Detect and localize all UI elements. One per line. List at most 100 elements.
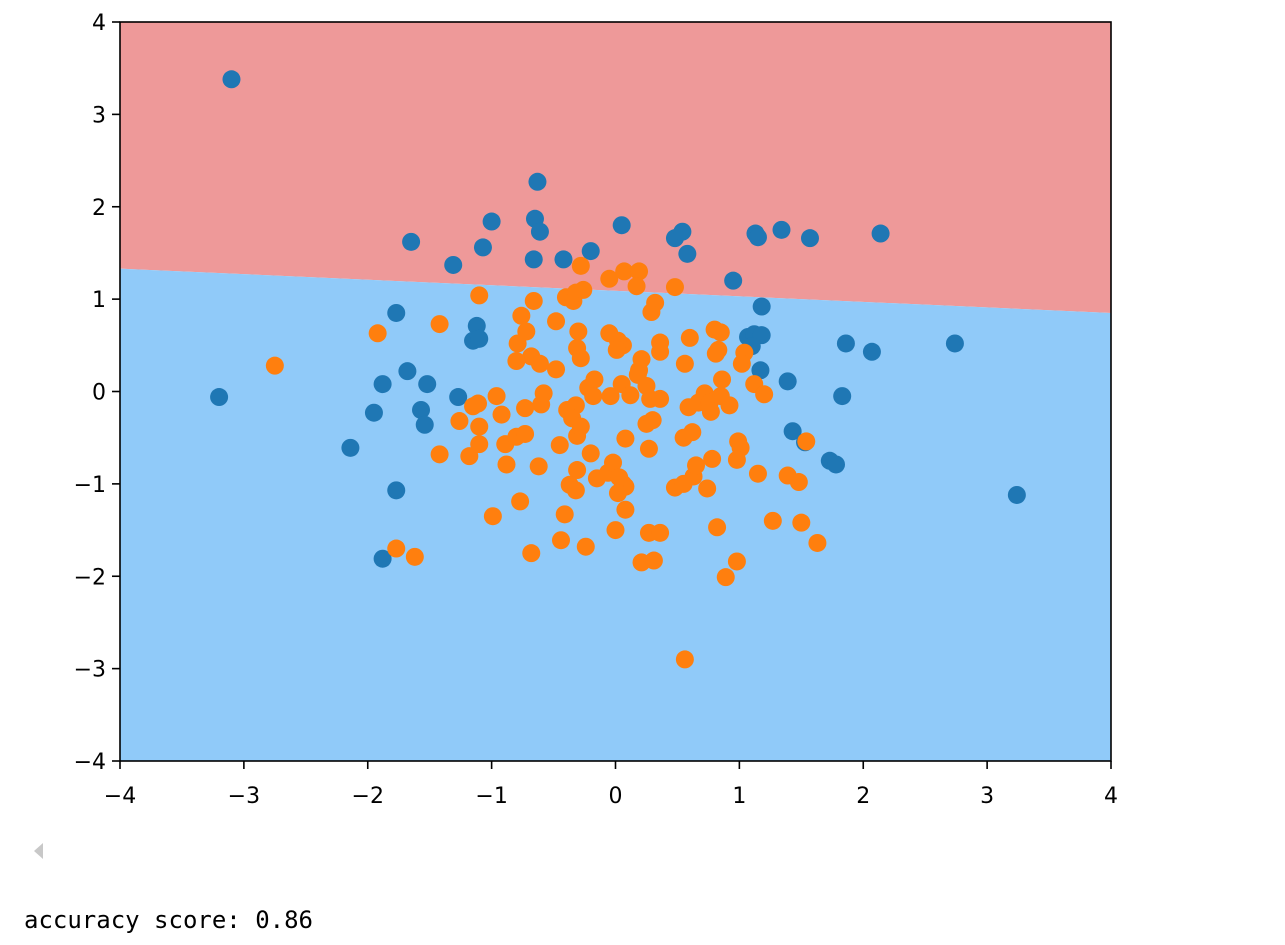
y-tick-label: 1 xyxy=(92,288,106,313)
data-point-orange xyxy=(581,444,600,463)
data-point-orange xyxy=(601,387,620,406)
data-point-orange xyxy=(646,293,665,312)
data-point-blue xyxy=(210,388,229,407)
data-point-blue xyxy=(364,403,383,422)
data-point-blue xyxy=(826,455,845,474)
data-point-orange xyxy=(748,464,767,483)
data-point-orange xyxy=(607,340,626,359)
y-tick-label: 4 xyxy=(92,11,106,36)
data-point-orange xyxy=(512,306,531,325)
data-point-orange xyxy=(604,453,623,472)
data-point-blue xyxy=(752,297,771,316)
data-point-orange xyxy=(470,435,489,454)
data-point-blue xyxy=(836,334,855,353)
data-point-orange xyxy=(674,474,693,493)
data-point-orange xyxy=(701,402,720,421)
data-point-blue xyxy=(373,375,392,394)
data-point-blue xyxy=(528,172,547,191)
data-point-orange xyxy=(763,511,782,530)
data-point-orange xyxy=(568,461,587,480)
data-point-orange xyxy=(497,455,516,474)
data-point-orange xyxy=(574,280,593,299)
decision-region-lower xyxy=(120,268,1111,761)
data-point-orange xyxy=(680,328,699,347)
data-point-blue xyxy=(482,212,501,231)
y-axis: −4 −3 −2 −1 0 1 2 3 4 xyxy=(74,11,120,775)
decision-region-upper xyxy=(120,22,1111,313)
data-point-orange xyxy=(524,291,543,310)
data-point-orange xyxy=(569,322,588,341)
data-point-orange xyxy=(571,256,590,275)
output-text: accuracy score: 0.86 xyxy=(24,906,313,934)
data-point-blue xyxy=(748,228,767,247)
data-point-blue xyxy=(751,361,770,380)
data-point-blue xyxy=(871,224,890,243)
data-point-blue xyxy=(412,400,431,419)
data-point-orange xyxy=(551,531,570,550)
x-axis: −4 −3 −2 −1 0 1 2 3 4 xyxy=(104,761,1118,809)
x-tick-label: −2 xyxy=(352,784,384,809)
data-point-orange xyxy=(470,286,489,305)
data-point-orange xyxy=(529,457,548,476)
data-point-orange xyxy=(576,537,595,556)
data-point-orange xyxy=(516,424,535,443)
data-point-orange xyxy=(792,513,811,532)
data-point-orange xyxy=(683,423,702,442)
data-point-orange xyxy=(508,334,527,353)
data-point-orange xyxy=(507,352,526,371)
data-point-blue xyxy=(778,372,797,391)
data-point-orange xyxy=(547,360,566,379)
data-point-blue xyxy=(373,549,392,568)
data-point-orange xyxy=(550,436,569,455)
data-point-orange xyxy=(639,439,658,458)
data-point-orange xyxy=(711,323,730,342)
data-point-blue xyxy=(449,388,468,407)
data-point-orange xyxy=(727,552,746,571)
data-point-blue xyxy=(418,375,437,394)
data-point-orange xyxy=(608,484,627,503)
data-point-orange xyxy=(808,533,827,552)
scatter-plot: −4 −3 −2 −1 0 1 2 3 4 −4 −3 −2 −1 0 1 2 3 4 xyxy=(74,11,1118,809)
data-point-blue xyxy=(678,244,697,263)
data-point-orange xyxy=(600,269,619,288)
data-point-orange xyxy=(387,539,406,558)
data-point-orange xyxy=(720,396,739,415)
data-point-blue xyxy=(524,250,543,269)
data-point-blue xyxy=(772,220,791,239)
data-point-blue xyxy=(473,238,492,257)
data-point-blue xyxy=(554,250,573,269)
data-point-blue xyxy=(724,271,743,290)
data-point-orange xyxy=(716,568,735,587)
data-point-blue xyxy=(444,255,463,274)
data-point-orange xyxy=(732,354,751,373)
scatter-points xyxy=(210,70,1026,669)
data-point-blue xyxy=(783,422,802,441)
y-tick-label: 2 xyxy=(92,196,106,221)
data-point-orange xyxy=(651,523,670,542)
data-point-blue xyxy=(387,303,406,322)
data-point-orange xyxy=(675,354,694,373)
data-point-blue xyxy=(402,232,421,251)
data-point-orange xyxy=(627,277,646,296)
data-point-orange xyxy=(368,324,387,343)
data-point-orange xyxy=(651,389,670,408)
data-point-orange xyxy=(492,405,511,424)
data-point-orange xyxy=(727,450,746,469)
y-tick-label: −4 xyxy=(74,750,106,775)
data-point-orange xyxy=(487,387,506,406)
data-point-orange xyxy=(547,312,566,331)
data-point-orange xyxy=(470,417,489,436)
data-point-orange xyxy=(534,384,553,403)
caret-left-icon[interactable] xyxy=(34,843,43,859)
data-point-orange xyxy=(706,344,725,363)
data-point-orange xyxy=(584,387,603,406)
y-tick-label: −3 xyxy=(74,658,106,683)
x-tick-label: 2 xyxy=(856,784,870,809)
data-point-orange xyxy=(643,411,662,430)
data-point-orange xyxy=(687,456,706,475)
data-point-orange xyxy=(644,551,663,570)
y-tick-label: 3 xyxy=(92,103,106,128)
data-point-blue xyxy=(581,242,600,261)
data-point-orange xyxy=(630,262,649,281)
data-point-blue xyxy=(341,438,360,457)
